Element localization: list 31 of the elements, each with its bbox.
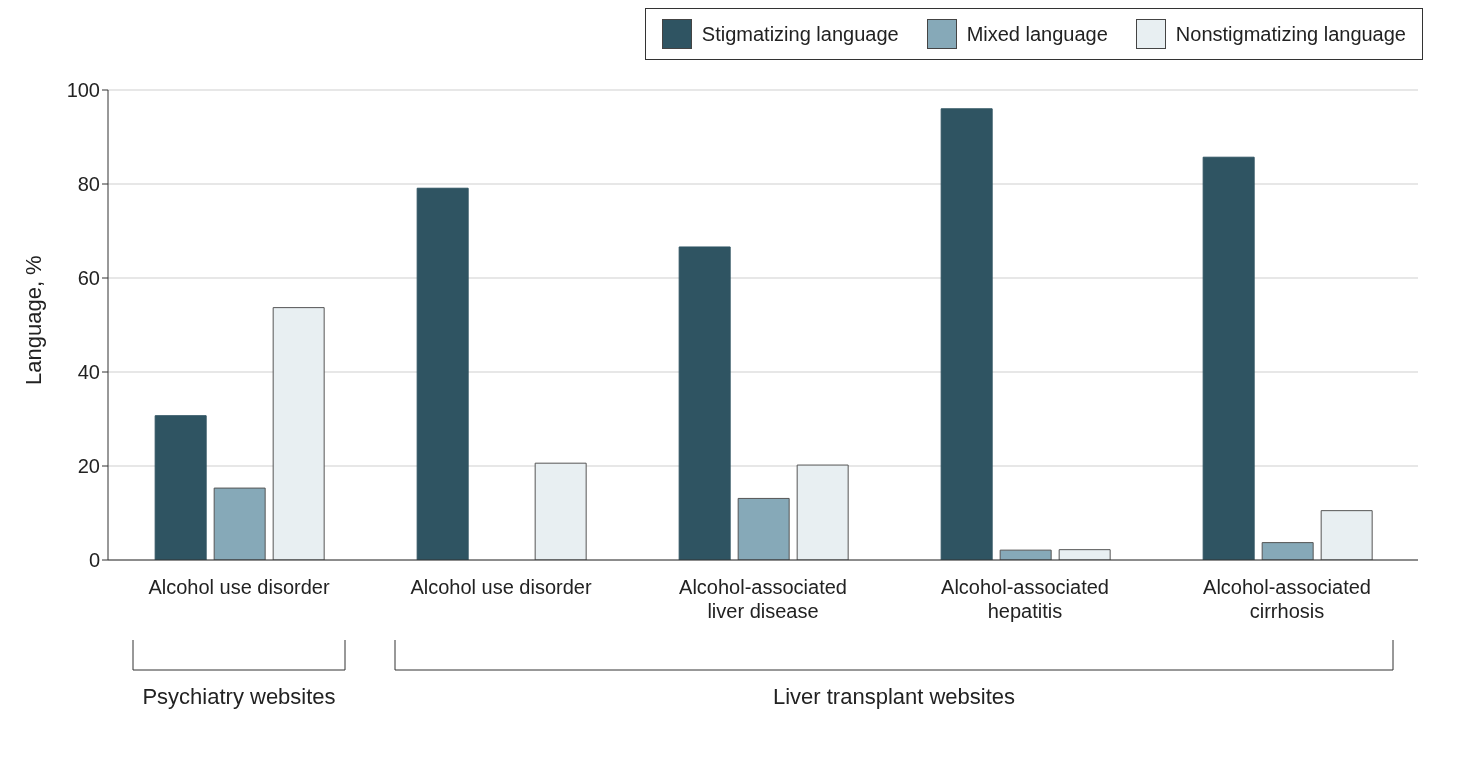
bar — [213, 487, 266, 560]
y-tick-label: 40 — [77, 361, 100, 384]
y-tick-label: 0 — [88, 549, 100, 572]
legend-label: Mixed language — [966, 22, 1108, 46]
bar — [796, 464, 849, 560]
x-tick-label: Alcohol use disorder — [148, 576, 330, 598]
bar — [737, 497, 790, 560]
x-tick-label: Alcohol-associated liver disease — [679, 576, 847, 622]
legend-label: Nonstigmatizing language — [1175, 22, 1406, 46]
bar — [534, 462, 587, 560]
bar — [416, 187, 469, 560]
bar — [940, 108, 993, 560]
y-tick-label: 60 — [77, 267, 100, 290]
bar — [1261, 542, 1314, 560]
x-tick-label: Alcohol-associated cirrhosis — [1203, 576, 1371, 622]
legend-label: Stigmatizing language — [701, 22, 899, 46]
bar — [678, 246, 731, 560]
y-tick-label: 80 — [77, 173, 100, 196]
bar — [272, 307, 325, 560]
bar — [1058, 549, 1111, 560]
text: Liver transplant websites — [772, 684, 1016, 709]
y-axis-title: Language, % — [20, 255, 46, 385]
bar — [999, 549, 1052, 560]
bar — [1320, 510, 1373, 560]
x-tick-label: Alcohol-associated hepatitis — [941, 576, 1109, 622]
y-tick-label: 20 — [77, 455, 100, 478]
bar — [154, 415, 207, 560]
y-tick-label: 100 — [66, 79, 100, 102]
x-tick-label: Alcohol use disorder — [410, 576, 592, 598]
text: Psychiatry websites — [142, 684, 336, 709]
bar — [1202, 156, 1255, 560]
